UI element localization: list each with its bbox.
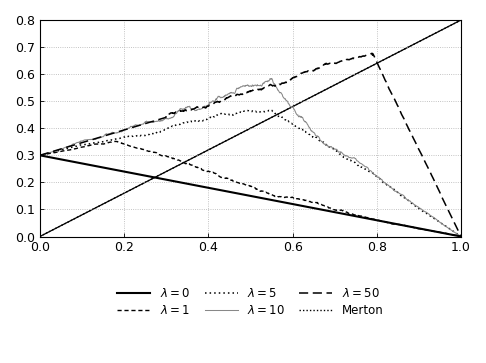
Legend: $\lambda = 0$, $\lambda = 1$, $\lambda = 5$, $\lambda = 10$, $\lambda = 50$, Mer: $\lambda = 0$, $\lambda = 1$, $\lambda =… <box>113 282 388 322</box>
